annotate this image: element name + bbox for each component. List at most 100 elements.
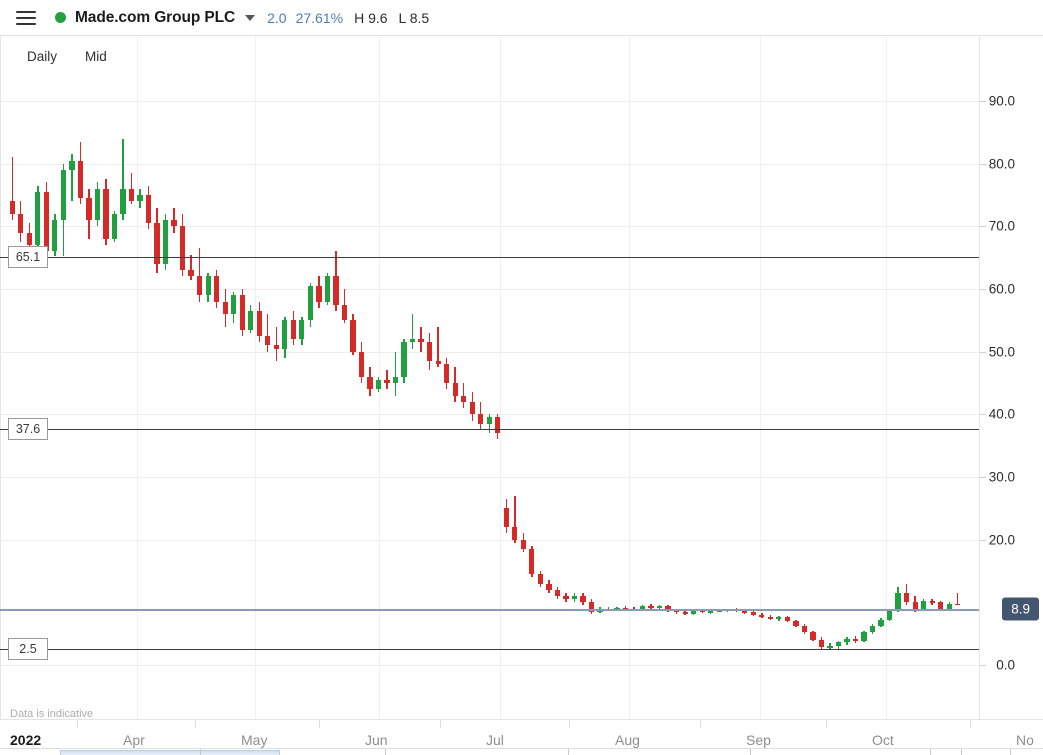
- candle-body: [861, 632, 867, 642]
- candle-body: [903, 592, 910, 603]
- reference-line-label[interactable]: 65.1: [8, 246, 48, 269]
- candle-body: [128, 188, 135, 202]
- reference-line[interactable]: [0, 257, 979, 259]
- candle-body: [716, 610, 722, 613]
- time-axis-tick: Oct: [872, 732, 894, 748]
- reference-line-label[interactable]: 2.5: [8, 638, 48, 661]
- reference-line[interactable]: [0, 429, 979, 431]
- candle-body: [222, 301, 228, 315]
- candle-body: [435, 361, 441, 365]
- candle-body: [554, 589, 561, 597]
- candle-wick: [684, 609, 686, 615]
- candle-body: [231, 295, 237, 315]
- candle-body: [563, 596, 569, 600]
- candle-body: [145, 195, 152, 224]
- price-axis[interactable]: 90.0 80.0 70.0 60.0 50.0 40.0 30.0 20.0 0.0 8.9: [979, 36, 1043, 755]
- candle-body: [333, 276, 339, 305]
- candle-body: [520, 539, 526, 550]
- candle-body: [316, 285, 322, 302]
- gridline-vertical: [886, 36, 887, 719]
- candle-body: [461, 395, 467, 402]
- time-axis-tick: No: [1016, 732, 1034, 748]
- candle-body: [452, 383, 458, 396]
- reference-line[interactable]: [0, 649, 979, 651]
- interval-selector[interactable]: Daily: [27, 48, 58, 64]
- candle-body: [750, 612, 756, 615]
- candle-body: [801, 626, 808, 633]
- session-high: H 9.6: [354, 9, 388, 26]
- candle-body: [503, 508, 509, 528]
- price-axis-tick: 0.0: [996, 657, 1015, 673]
- price-axis-tick-mark: [980, 101, 986, 102]
- candle-body: [622, 607, 629, 610]
- menu-icon[interactable]: [16, 10, 36, 25]
- candle-body: [358, 351, 365, 377]
- gridline-horizontal: [0, 351, 979, 353]
- candle-body: [955, 603, 961, 606]
- range-selector[interactable]: [0, 748, 1043, 755]
- candle-wick: [386, 370, 388, 390]
- candle-body: [154, 223, 160, 264]
- price-axis-tick: 70.0: [988, 218, 1015, 234]
- candle-body: [197, 276, 203, 296]
- candle-body: [810, 632, 816, 640]
- candle-body: [869, 626, 876, 633]
- price-axis-tick: 40.0: [988, 406, 1015, 422]
- price-chart-plot[interactable]: 65.1 37.6 2.5: [0, 36, 979, 719]
- app-header: Made.com Group PLC 2.0 27.61% H 9.6 L 8.…: [0, 0, 1043, 36]
- candle-body: [827, 646, 833, 648]
- candle-body: [214, 276, 220, 302]
- current-price-line: [0, 609, 979, 612]
- candle-body: [77, 160, 84, 199]
- price-axis-tick-mark: [980, 414, 986, 416]
- time-axis-separator: [440, 720, 441, 728]
- candle-body: [776, 617, 782, 619]
- candle-body: [341, 304, 348, 321]
- gridline-horizontal: [0, 289, 979, 290]
- candle-body: [18, 213, 24, 233]
- candle-body: [248, 310, 254, 330]
- candle-body: [665, 606, 671, 611]
- gridline-horizontal: [0, 101, 979, 102]
- time-axis-tick: Apr: [123, 732, 145, 748]
- last-price: 2.0: [267, 9, 287, 26]
- range-selector-handle[interactable]: [60, 750, 280, 755]
- candle-body: [171, 220, 177, 227]
- current-price-badge[interactable]: 8.9: [1002, 597, 1039, 621]
- time-axis-separator: [195, 720, 196, 728]
- candle-wick: [488, 414, 490, 434]
- reference-line-label[interactable]: 37.6: [8, 418, 48, 441]
- price-axis-tick: 90.0: [988, 93, 1015, 109]
- candle-wick: [122, 138, 124, 221]
- time-axis-tick: Jun: [365, 732, 388, 748]
- candle-body: [495, 417, 501, 434]
- candle-body: [512, 527, 518, 540]
- candle-body: [290, 320, 296, 340]
- candle-body: [35, 191, 41, 246]
- price-axis-tick: 30.0: [988, 469, 1015, 485]
- candle-body: [759, 614, 765, 617]
- price-axis-tick-mark: [980, 226, 986, 228]
- candle-body: [793, 621, 799, 627]
- time-axis-separator: [826, 720, 827, 728]
- change-percent: 27.61%: [295, 9, 344, 26]
- chevron-down-icon[interactable]: [245, 14, 256, 21]
- candle-wick: [71, 154, 73, 202]
- time-axis-tick: Jul: [486, 732, 504, 748]
- range-selector-zoom-box[interactable]: [961, 749, 1011, 755]
- candle-body: [537, 574, 543, 584]
- price-type-selector[interactable]: Mid: [85, 48, 107, 64]
- session-low: L 8.5: [398, 9, 430, 26]
- candle-body: [350, 320, 356, 352]
- candle-body: [529, 549, 535, 575]
- gridline-horizontal: [0, 665, 979, 666]
- time-axis-separator: [569, 720, 570, 728]
- candle-body: [886, 609, 893, 620]
- candle-body: [307, 285, 313, 321]
- candle-wick: [514, 495, 516, 543]
- candle-body: [835, 642, 842, 647]
- candle-body: [912, 602, 918, 609]
- chart-toolbar: Daily Mid: [0, 36, 1043, 76]
- price-axis-tick: 60.0: [988, 281, 1015, 297]
- candle-body: [656, 606, 663, 608]
